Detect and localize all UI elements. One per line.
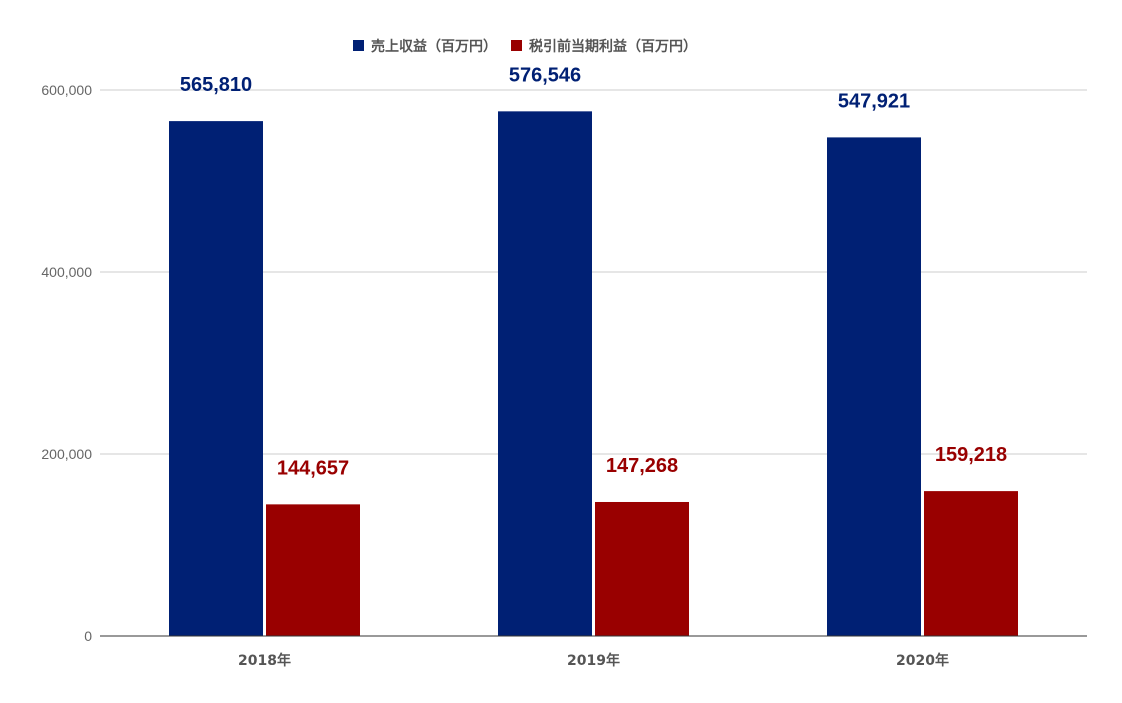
legend-label: 売上収益（百万円）	[371, 38, 497, 55]
x-category-label: 2019年	[567, 652, 620, 669]
legend-label: 税引前当期利益（百万円）	[529, 38, 697, 55]
legend: 売上収益（百万円） 税引前当期利益（百万円）	[353, 38, 697, 55]
bar-pretax-profit	[924, 491, 1018, 636]
bar-revenue	[498, 111, 592, 636]
gridlines	[100, 89, 1087, 455]
legend-swatch	[353, 40, 364, 51]
x-category-label: 2020年	[896, 652, 949, 669]
x-category-label: 2018年	[238, 652, 291, 669]
data-label: 576,546	[509, 64, 581, 86]
data-labels: 565,810 144,657 576,546 147,268 547,921 159,2…	[180, 64, 1007, 479]
data-label: 159,218	[935, 444, 1007, 466]
data-label: 147,268	[606, 455, 678, 477]
data-label: 547,921	[838, 90, 910, 112]
data-label: 144,657	[277, 457, 349, 479]
bars	[169, 111, 1018, 636]
bar-pretax-profit	[595, 501, 689, 636]
bar-revenue	[169, 121, 263, 636]
bar-pretax-profit	[266, 504, 360, 636]
data-label: 565,810	[180, 74, 252, 96]
y-tick-label: 400,000	[41, 264, 92, 280]
legend-swatch	[511, 40, 522, 51]
bar-revenue	[827, 137, 921, 636]
y-axis-ticks: 0 200,000 400,000 600,000	[41, 82, 92, 644]
y-tick-label: 0	[84, 628, 92, 644]
x-axis-categories: 2018年 2019年 2020年	[238, 652, 949, 669]
y-tick-label: 600,000	[41, 82, 92, 98]
y-tick-label: 200,000	[41, 446, 92, 462]
